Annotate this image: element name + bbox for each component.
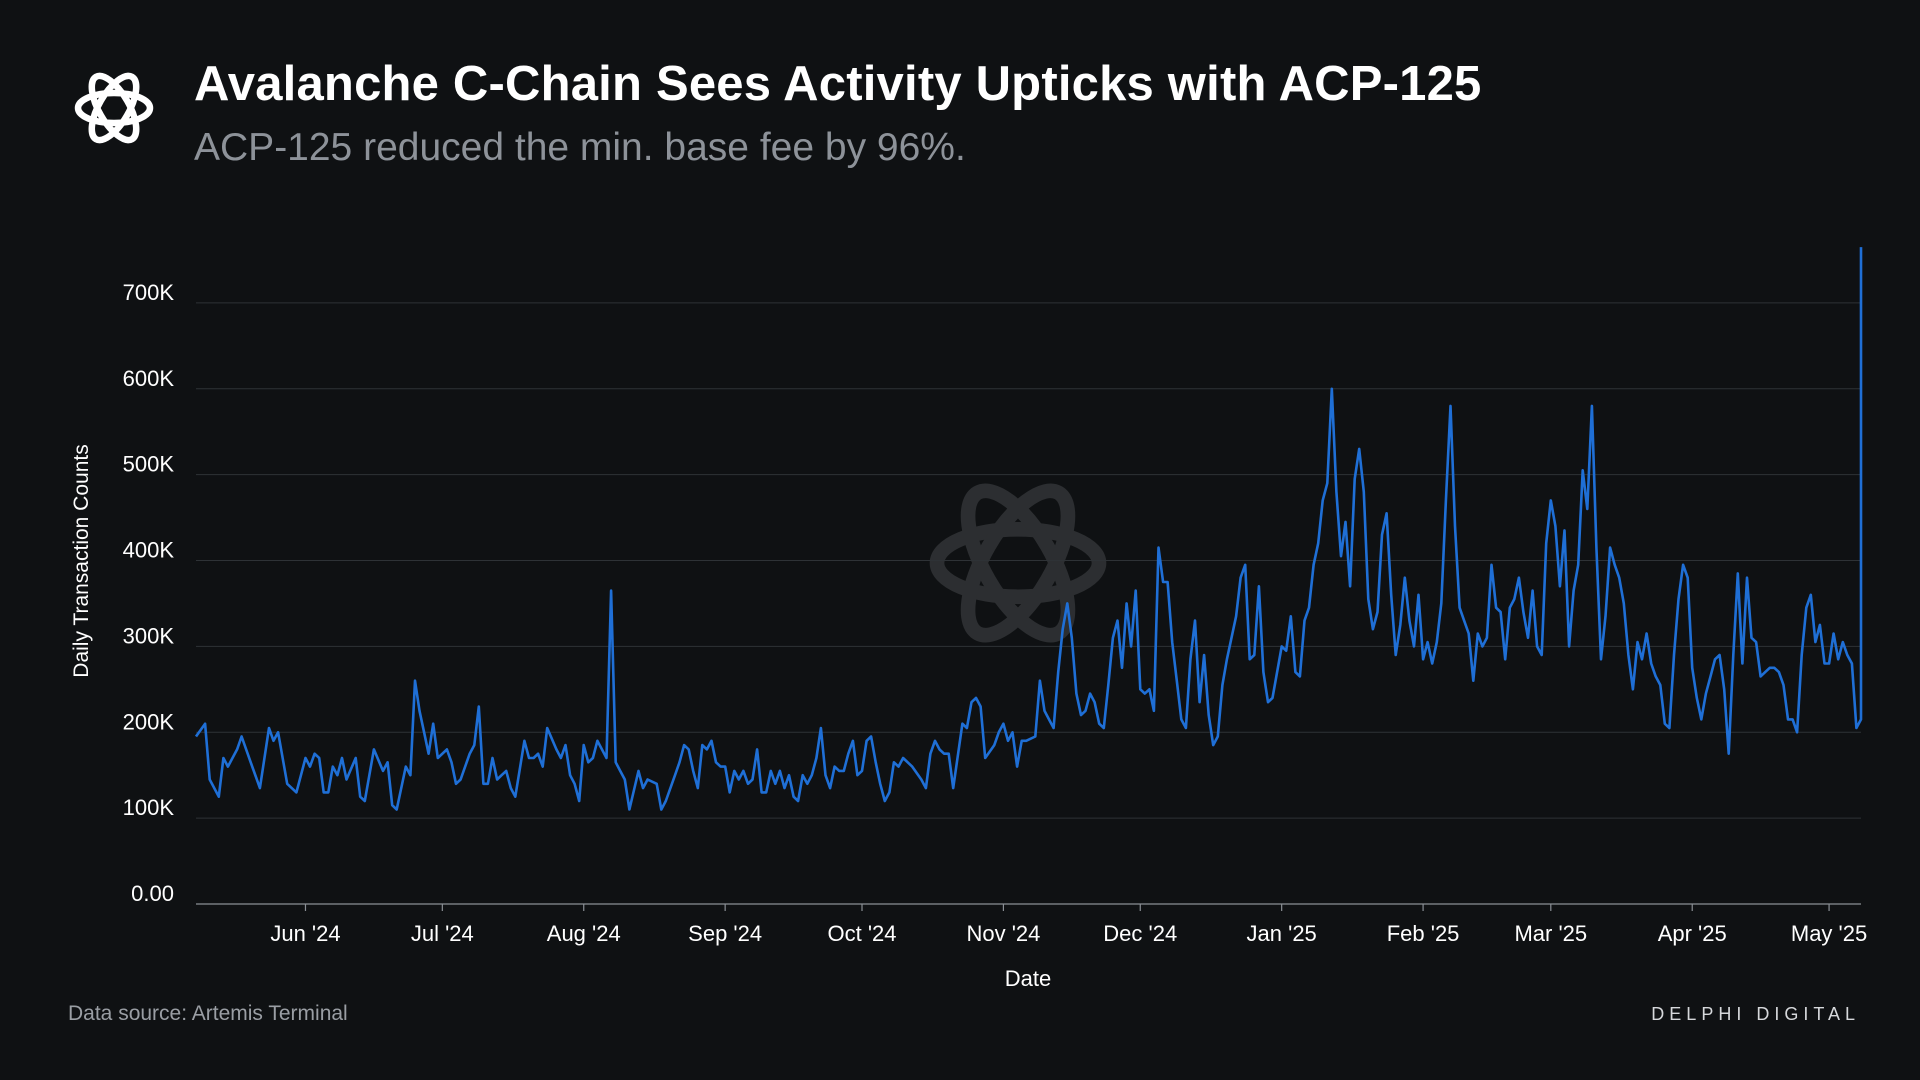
y-tick-label: 500K [123, 452, 175, 477]
x-tick-label: Aug '24 [547, 921, 621, 946]
x-tick-label: Dec '24 [1103, 921, 1177, 946]
data-source-note: Data source: Artemis Terminal [68, 1002, 348, 1025]
chart-title: Avalanche C-Chain Sees Activity Upticks … [194, 57, 1482, 111]
brand-wordmark: DELPHI DIGITAL [1651, 1004, 1860, 1024]
x-tick-label: Apr '25 [1658, 921, 1727, 946]
x-axis-label: Date [1005, 966, 1051, 991]
y-tick-label: 200K [123, 709, 175, 734]
y-axis-ticks: 0.00 100K 200K 300K 400K 500K 600K 700K [123, 280, 175, 906]
delphi-logo-icon [74, 72, 154, 144]
x-tick-label: Jun '24 [270, 921, 340, 946]
y-tick-label: 0.00 [131, 881, 174, 906]
x-tick-label: May '25 [1791, 921, 1867, 946]
x-tick-label: Nov '24 [966, 921, 1040, 946]
x-tick-label: Jul '24 [411, 921, 474, 946]
x-tick-label: Jan '25 [1247, 921, 1317, 946]
y-tick-label: 400K [123, 538, 175, 563]
x-axis-ticks: Jun '24 Jul '24 Aug '24 Sep '24 Oct '24 Nov '… [270, 904, 1867, 946]
series-line [194, 247, 1863, 811]
y-axis-label: Daily Transaction Counts [70, 444, 93, 677]
delphi-watermark-icon [929, 483, 1107, 643]
y-tick-label: 600K [123, 366, 175, 391]
x-tick-label: Mar '25 [1514, 921, 1587, 946]
x-tick-label: Sep '24 [688, 921, 762, 946]
y-tick-label: 700K [123, 280, 175, 305]
x-tick-label: Oct '24 [827, 921, 896, 946]
x-tick-label: Feb '25 [1387, 921, 1460, 946]
chart-subtitle: ACP-125 reduced the min. base fee by 96%… [194, 126, 966, 169]
y-tick-label: 300K [123, 623, 175, 648]
y-tick-label: 100K [123, 795, 175, 820]
